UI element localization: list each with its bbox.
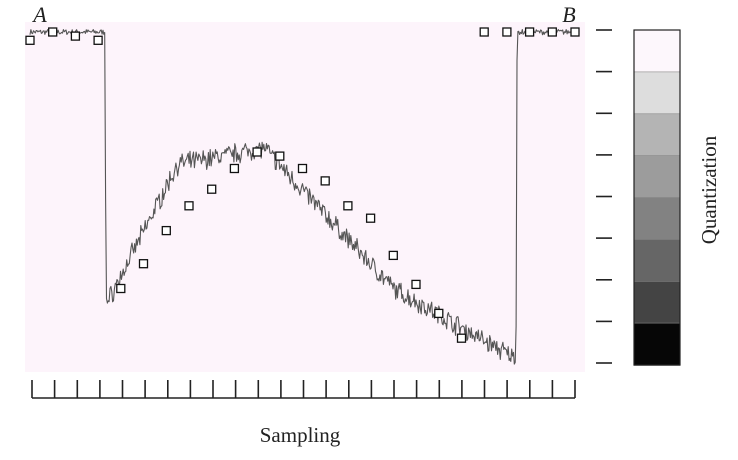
sample-marker [524, 27, 535, 37]
y-axis-label: Quantization [697, 135, 721, 244]
sample-marker [547, 27, 557, 37]
sample-marker [275, 151, 285, 161]
x-axis-label: Sampling [260, 423, 341, 447]
quantization-scale-frame [633, 29, 681, 366]
sample-markers [25, 27, 580, 343]
sample-marker [479, 27, 489, 37]
sample-marker [138, 259, 149, 269]
point-b-label: B [562, 2, 575, 27]
quantization-scale-bar [633, 29, 681, 366]
quantization-level [633, 197, 681, 241]
quantization-level [633, 71, 681, 115]
sample-marker [502, 27, 512, 37]
sample-marker [411, 279, 421, 290]
sample-marker [116, 283, 126, 294]
sample-marker [93, 35, 103, 45]
plot-area [25, 22, 585, 372]
sample-marker [297, 163, 308, 174]
point-a-label: A [31, 2, 47, 27]
sample-marker [434, 308, 444, 319]
quantization-level [633, 113, 681, 157]
sample-marker [48, 27, 58, 37]
y-axis-ticks [596, 29, 612, 364]
sample-marker [365, 213, 376, 223]
sample-marker [343, 201, 353, 211]
quantization-level [633, 155, 681, 199]
quantization-level [633, 29, 681, 73]
x-axis [31, 380, 576, 399]
signal-layer [29, 28, 576, 365]
sample-marker [456, 333, 467, 343]
signal-trace [29, 28, 576, 365]
sample-marker [570, 27, 580, 37]
sample-marker [184, 201, 194, 211]
sample-marker [161, 225, 171, 236]
sample-marker [252, 147, 262, 157]
quantization-level [633, 322, 681, 366]
sample-marker [388, 250, 398, 261]
sample-marker [70, 31, 81, 41]
quantization-level [633, 280, 681, 324]
sample-marker [25, 35, 35, 45]
x-axis-ticks [31, 380, 576, 398]
sample-marker [207, 184, 217, 194]
sample-marker [229, 163, 240, 174]
quantization-level [633, 239, 681, 283]
sample-marker [320, 176, 330, 186]
